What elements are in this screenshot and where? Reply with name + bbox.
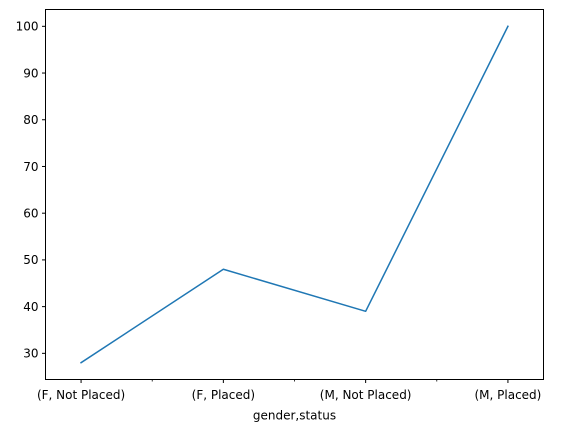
plot-frame — [45, 9, 544, 380]
series-layer — [80, 25, 509, 364]
x-tick-label: (F, Not Placed) — [37, 388, 125, 402]
y-tick-label: 100 — [16, 20, 39, 34]
y-tick-label: 80 — [23, 113, 38, 127]
series-line-0 — [80, 25, 509, 364]
x-tick-label: (F, Placed) — [192, 388, 255, 402]
y-tick-label: 40 — [23, 300, 38, 314]
y-tick-label: 70 — [23, 160, 38, 174]
y-tick-label: 50 — [23, 253, 38, 267]
y-tick-label: 60 — [23, 206, 38, 220]
x-tick-label: (M, Not Placed) — [320, 388, 412, 402]
y-axis: 30 40 50 60 70 80 90 100 — [16, 20, 46, 361]
x-tick-label: (M, Placed) — [474, 388, 541, 402]
y-tick-label: 30 — [23, 347, 38, 361]
x-axis-label: gender,status — [253, 409, 336, 423]
x-axis: (F, Not Placed) (F, Placed) (M, Not Placed… — [37, 379, 541, 402]
y-tick-label: 90 — [23, 66, 38, 80]
